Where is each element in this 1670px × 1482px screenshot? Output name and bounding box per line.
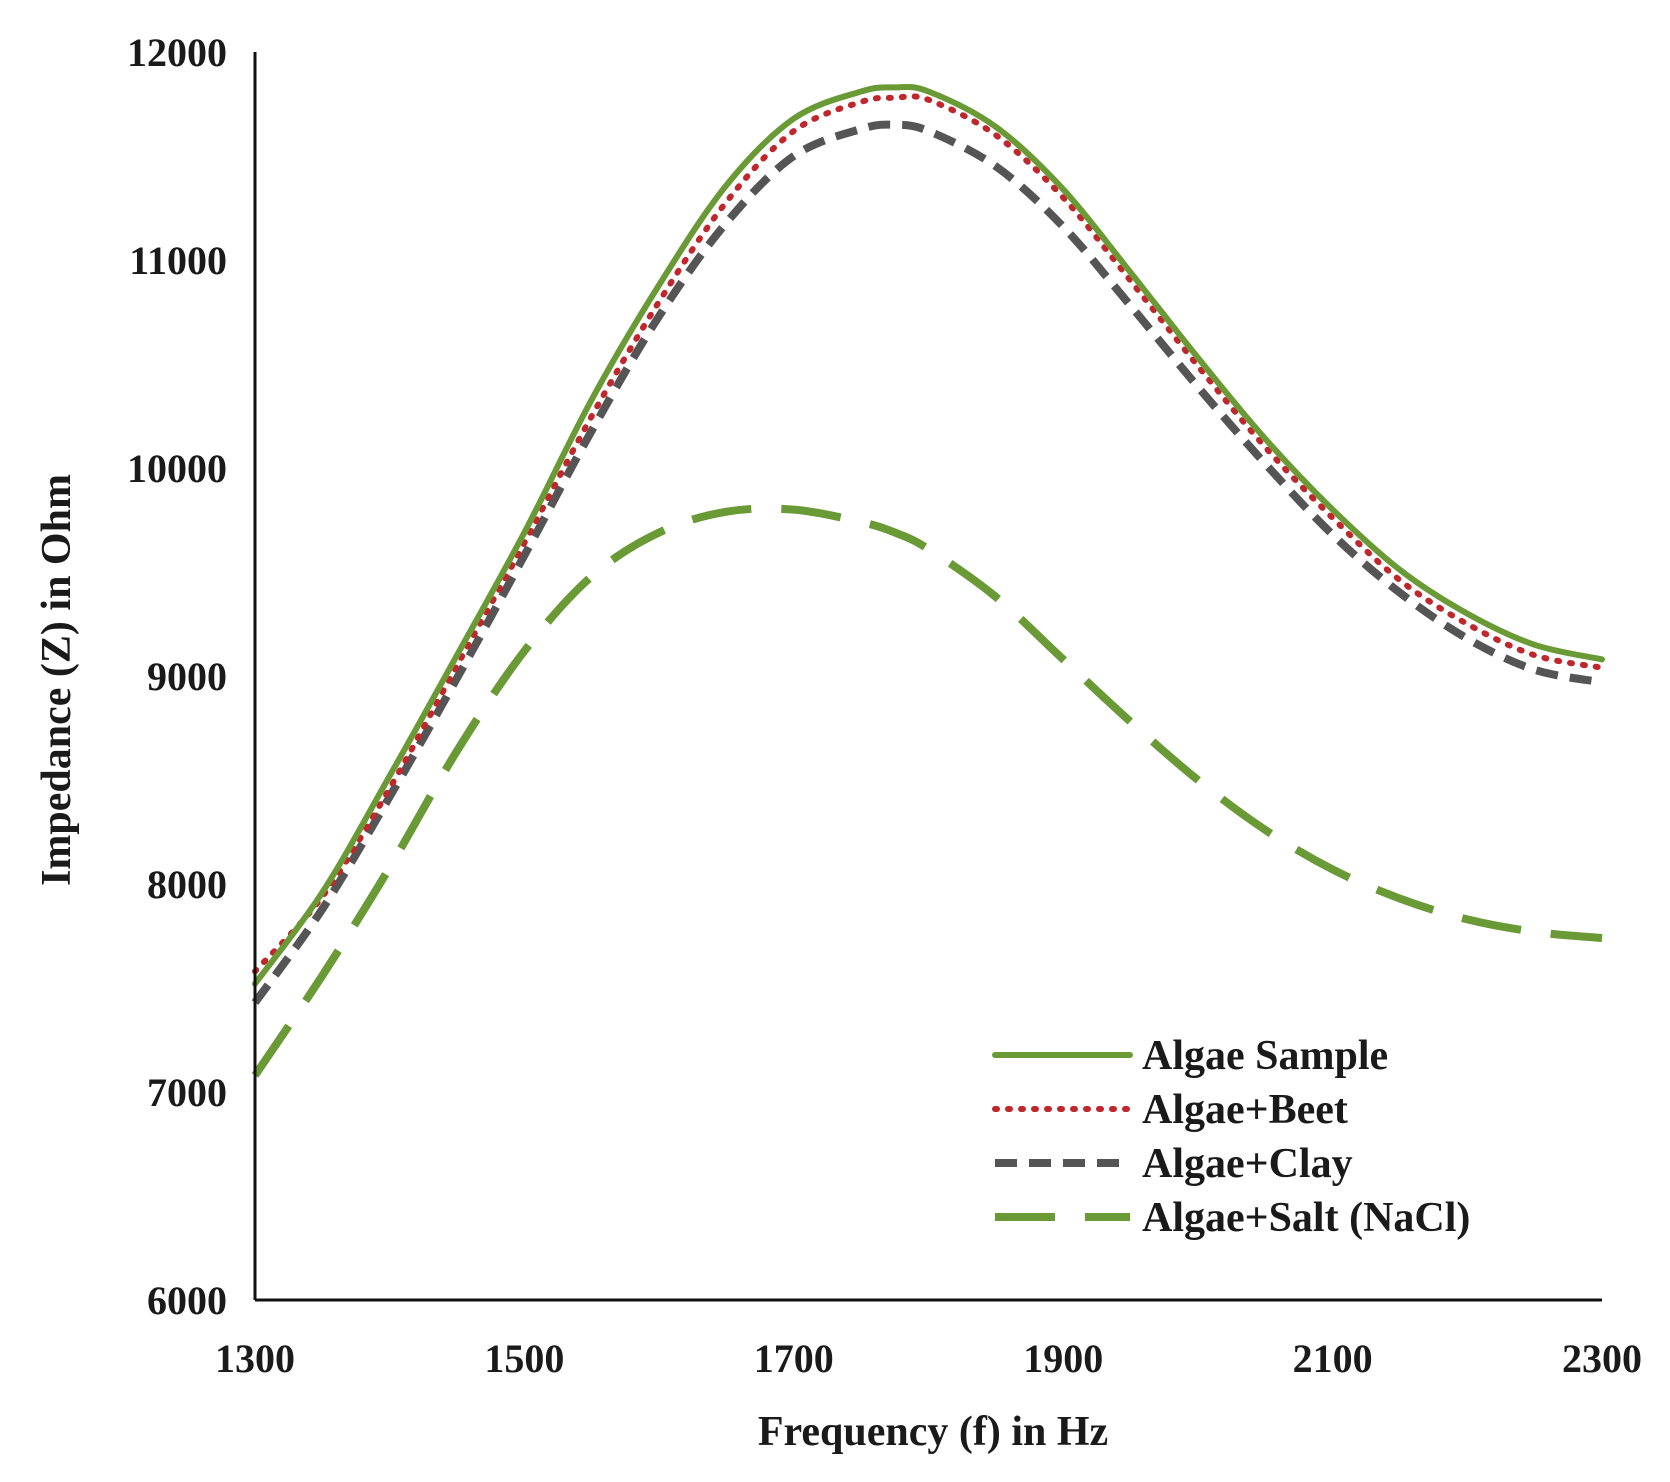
x-tick-label: 2300 xyxy=(1562,1336,1642,1381)
y-tick-label: 11000 xyxy=(129,238,227,283)
y-tick-label: 8000 xyxy=(147,862,227,907)
axes xyxy=(253,52,1602,1302)
y-tick-label: 12000 xyxy=(127,30,227,75)
y-tick-label: 7000 xyxy=(147,1070,227,1115)
y-tick-label: 9000 xyxy=(147,654,227,699)
legend-label: Algae+Clay xyxy=(1142,1141,1353,1187)
series-line-algae-salt-nacl xyxy=(251,504,1603,1078)
x-tick-labels: 1300 1500 1700 1900 2100 2300 xyxy=(215,1336,1642,1381)
legend-label: Algae+Salt (NaCl) xyxy=(1142,1195,1470,1241)
plot-lines xyxy=(251,83,1605,1078)
x-tick-label: 1700 xyxy=(754,1336,834,1381)
x-tick-label: 1900 xyxy=(1023,1336,1103,1381)
series-line-algae-clay xyxy=(251,120,1603,1005)
x-tick-label: 1300 xyxy=(215,1336,295,1381)
x-axis-title: Frequency (f) in Hz xyxy=(758,1409,1108,1455)
series-line-algae-beet xyxy=(252,93,1605,975)
x-tick-label: 1500 xyxy=(484,1336,564,1381)
y-axis-title: Impedance (Z) in Ohm xyxy=(34,474,80,886)
legend: Algae Sample Algae+Beet Algae+Clay Algae+Sa… xyxy=(992,1033,1470,1241)
y-tick-label: 6000 xyxy=(147,1278,227,1323)
y-tick-label: 10000 xyxy=(127,446,227,491)
legend-label: Algae+Beet xyxy=(1142,1087,1348,1133)
x-tick-label: 2100 xyxy=(1293,1336,1373,1381)
series-line-algae-sample xyxy=(252,83,1605,987)
legend-label: Algae Sample xyxy=(1142,1033,1388,1079)
y-tick-labels: 6000 7000 8000 9000 10000 11000 12000 xyxy=(127,30,227,1323)
